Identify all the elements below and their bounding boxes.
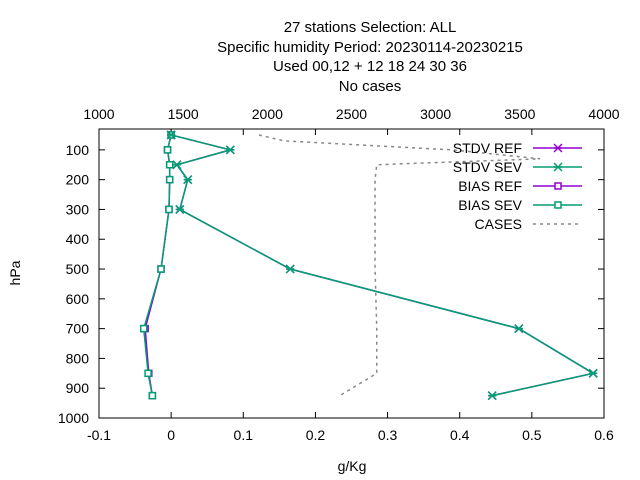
legend-label: STDV SEV <box>453 159 523 175</box>
y-tick-label: 600 <box>66 291 90 307</box>
title-line-4: No cases <box>339 78 402 95</box>
data-point-x-marker <box>553 143 563 153</box>
data-point-square-marker <box>148 391 157 400</box>
x-top-tick-label: 1000 <box>83 106 114 122</box>
data-point-square-marker <box>139 324 148 333</box>
x-bottom-tick-label: -0.1 <box>87 427 111 443</box>
legend-item: STDV REF <box>453 140 582 156</box>
x-bottom-tick-label: 0.4 <box>450 427 470 443</box>
data-point-x-marker <box>285 264 295 274</box>
data-point-square-marker <box>165 175 174 184</box>
y-axis-label: hPa <box>7 260 23 285</box>
x-top-tick-label: 2500 <box>336 106 367 122</box>
y-tick-label: 100 <box>66 142 90 158</box>
data-point-x-marker <box>175 204 185 214</box>
y-tick-label: 500 <box>66 261 90 277</box>
title-line-3: Used 00,12 + 12 18 24 30 36 <box>273 58 467 75</box>
data-point-square-marker <box>165 161 174 169</box>
series-stdv-sev <box>166 130 598 401</box>
legend-item: BIAS SEV <box>458 197 582 213</box>
data-point-square-marker <box>554 201 562 209</box>
x-top-tick-label: 3000 <box>420 106 451 122</box>
y-tick-label: 900 <box>66 380 90 396</box>
data-point-square-marker <box>144 369 152 378</box>
legend-item: CASES <box>475 216 582 232</box>
data-point-square-marker <box>157 265 165 273</box>
data-point-x-marker <box>225 145 235 155</box>
data-point-x-marker <box>166 130 176 140</box>
series-cases <box>258 134 541 397</box>
y-tick-label: 200 <box>66 172 90 188</box>
x-top-tick-label: 4000 <box>588 106 619 122</box>
y-tick-label: 400 <box>66 231 90 247</box>
y-tick-label: 800 <box>66 350 90 366</box>
series-stdv-ref <box>166 130 598 401</box>
legend-label: CASES <box>475 216 522 232</box>
data-point-x-marker <box>172 160 182 170</box>
x-axis-label: g/Kg <box>338 458 367 474</box>
series-line <box>258 134 541 397</box>
legend-label: STDV REF <box>453 140 522 156</box>
title-line-2: Specific humidity Period: 20230114-20230… <box>217 39 523 56</box>
data-point-square-marker <box>165 205 173 214</box>
y-tick-label: 700 <box>66 321 90 337</box>
x-bottom-tick-label: 0.1 <box>234 427 254 443</box>
legend-item: STDV SEV <box>453 159 582 175</box>
x-bottom-tick-label: 0.6 <box>594 427 614 443</box>
x-bottom-tick-label: 0.3 <box>378 427 398 443</box>
series-line <box>170 134 596 397</box>
y-tick-label: 300 <box>66 201 90 217</box>
title-line-1: 27 stations Selection: ALL <box>284 19 457 36</box>
x-top-tick-label: 1500 <box>168 106 199 122</box>
chart-title: 27 stations Selection: ALL Specific humi… <box>217 19 523 95</box>
data-point-x-marker <box>487 391 497 401</box>
data-point-square-marker <box>163 146 172 154</box>
data-point-x-marker <box>588 368 598 378</box>
axis-ticks: -0.1 0 0.1 0.2 0.3 0.4 0.5 0.6 1000 1500 2000 2500 3… <box>58 106 620 443</box>
series-line <box>170 134 596 397</box>
x-top-tick-label: 3500 <box>504 106 535 122</box>
legend-item: BIAS REF <box>458 178 582 194</box>
x-bottom-tick-label: 0.2 <box>306 427 326 443</box>
data-point-x-marker <box>553 162 563 172</box>
data-point-x-marker <box>514 324 524 334</box>
x-top-tick-label: 2000 <box>252 106 283 122</box>
data-point-square-marker <box>554 182 562 190</box>
series-layer <box>139 130 598 401</box>
legend-label: BIAS REF <box>458 178 522 194</box>
series-bias-sev <box>139 131 175 400</box>
legend-label: BIAS SEV <box>458 197 522 213</box>
plot-frame <box>98 128 605 419</box>
x-bottom-tick-label: 0 <box>167 427 175 443</box>
y-tick-label: 1000 <box>58 410 89 426</box>
legend: STDV REF STDV SEV BIAS REF BIAS SEV CASES <box>453 140 582 232</box>
x-bottom-tick-label: 0.5 <box>522 427 542 443</box>
data-point-x-marker <box>183 175 193 185</box>
